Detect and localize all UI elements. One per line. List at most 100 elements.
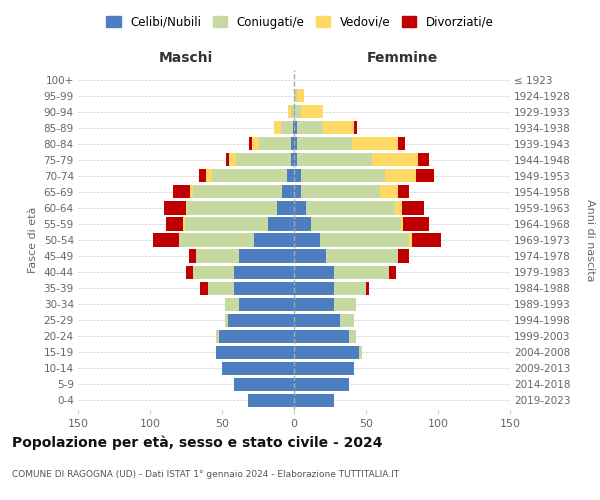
Bar [288,105,291,118]
Bar [185,218,268,230]
Bar [380,186,398,198]
Bar [409,234,412,246]
Bar [334,298,356,310]
Bar [389,266,396,278]
Bar [196,250,239,262]
Bar [294,266,334,278]
Bar [226,153,229,166]
Bar [301,186,380,198]
Bar [186,266,193,278]
Bar [297,137,352,150]
Bar [274,121,281,134]
Bar [294,121,297,134]
Bar [294,202,305,214]
Bar [372,153,418,166]
Bar [294,105,301,118]
Bar [216,346,294,359]
Bar [355,121,358,134]
Bar [294,346,359,359]
Bar [239,298,294,310]
Bar [418,153,430,166]
Bar [297,153,372,166]
Bar [287,170,294,182]
Bar [193,186,283,198]
Bar [190,186,193,198]
Y-axis label: Fasce di età: Fasce di età [28,207,38,273]
Bar [166,218,183,230]
Bar [301,105,323,118]
Bar [323,121,355,134]
Bar [320,234,409,246]
Text: COMUNE DI RAGOGNA (UD) - Dati ISTAT 1° gennaio 2024 - Elaborazione TUTTITALIA.IT: COMUNE DI RAGOGNA (UD) - Dati ISTAT 1° g… [12,470,399,479]
Bar [212,170,287,182]
Bar [183,218,185,230]
Text: Maschi: Maschi [159,51,213,65]
Bar [187,202,277,214]
Bar [359,346,362,359]
Bar [416,170,434,182]
Bar [208,282,233,294]
Bar [294,282,334,294]
Legend: Celibi/Nubili, Coniugati/e, Vedovi/e, Divorziati/e: Celibi/Nubili, Coniugati/e, Vedovi/e, Di… [101,11,499,34]
Bar [233,282,294,294]
Text: Femmine: Femmine [367,51,437,65]
Bar [395,202,402,214]
Bar [398,250,409,262]
Bar [252,137,259,150]
Bar [250,137,252,150]
Bar [402,202,424,214]
Bar [294,137,297,150]
Bar [294,314,340,327]
Bar [233,378,294,391]
Bar [222,362,294,375]
Bar [173,186,190,198]
Bar [281,121,293,134]
Bar [398,186,409,198]
Bar [189,250,196,262]
Bar [352,137,398,150]
Bar [294,170,301,182]
Bar [301,170,385,182]
Bar [334,282,366,294]
Bar [294,250,326,262]
Bar [366,282,369,294]
Bar [219,330,294,343]
Bar [294,186,301,198]
Bar [259,137,291,150]
Bar [398,137,405,150]
Bar [291,105,294,118]
Bar [179,234,254,246]
Bar [225,314,228,327]
Bar [294,153,297,166]
Bar [297,121,323,134]
Bar [200,282,208,294]
Bar [239,250,294,262]
Bar [186,202,187,214]
Bar [216,330,219,343]
Bar [294,330,349,343]
Bar [294,218,311,230]
Bar [199,170,206,182]
Bar [334,266,389,278]
Bar [349,330,356,343]
Y-axis label: Anni di nascita: Anni di nascita [585,198,595,281]
Bar [412,234,441,246]
Bar [294,378,349,391]
Bar [206,170,212,182]
Bar [297,89,304,102]
Bar [305,202,395,214]
Bar [294,89,297,102]
Bar [193,266,233,278]
Bar [153,234,179,246]
Bar [291,137,294,150]
Bar [401,218,403,230]
Bar [254,234,294,246]
Bar [236,153,291,166]
Bar [403,218,430,230]
Bar [283,186,294,198]
Bar [294,394,334,407]
Bar [229,153,236,166]
Text: Popolazione per età, sesso e stato civile - 2024: Popolazione per età, sesso e stato civil… [12,435,383,450]
Bar [248,394,294,407]
Bar [294,298,334,310]
